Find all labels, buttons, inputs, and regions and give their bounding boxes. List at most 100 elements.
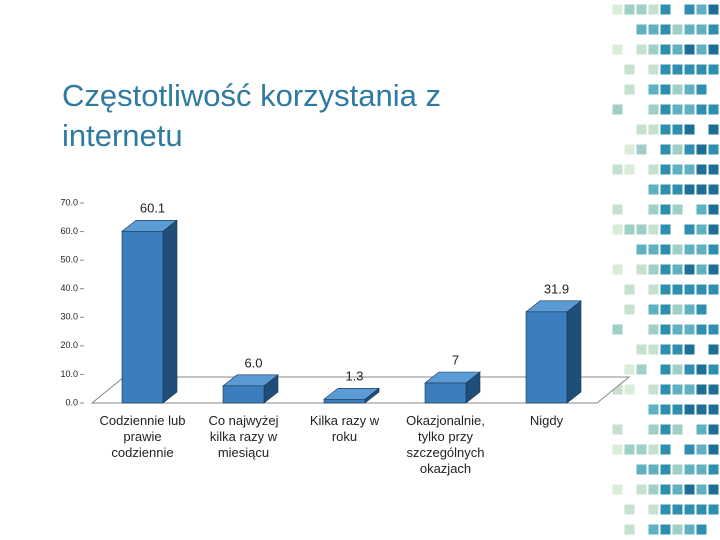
decor-square	[647, 203, 660, 216]
decor-square	[659, 103, 672, 116]
decor-square	[707, 403, 720, 416]
decor-square	[671, 303, 684, 316]
decor-square	[647, 123, 660, 136]
decor-square	[683, 443, 696, 456]
decor-square	[707, 23, 720, 36]
decor-square	[695, 303, 708, 316]
y-tick-label: 50.0	[60, 255, 78, 265]
decor-square	[695, 143, 708, 156]
decor-square	[659, 283, 672, 296]
decor-square	[707, 3, 720, 16]
decor-square	[671, 123, 684, 136]
decor-square	[635, 223, 648, 236]
decor-square	[683, 343, 696, 356]
y-tick-label: 0.0	[65, 397, 78, 407]
decor-square	[707, 103, 720, 116]
decor-square	[707, 63, 720, 76]
decor-square	[647, 23, 660, 36]
decor-square	[695, 83, 708, 96]
decor-square	[659, 143, 672, 156]
decor-square	[623, 83, 636, 96]
decor-square	[707, 463, 720, 476]
decor-square	[611, 43, 624, 56]
x-tick-label: Nigdy	[529, 413, 564, 428]
decor-square	[707, 123, 720, 136]
value-label: 31.9	[544, 281, 569, 296]
decor-square	[647, 403, 660, 416]
decor-square	[695, 243, 708, 256]
decor-square	[635, 443, 648, 456]
decor-square	[671, 483, 684, 496]
decor-square	[695, 403, 708, 416]
decor-square	[695, 203, 708, 216]
decor-square	[695, 43, 708, 56]
decor-square	[695, 443, 708, 456]
decor-square	[707, 363, 720, 376]
decor-square	[635, 483, 648, 496]
decor-square	[683, 103, 696, 116]
decor-square	[647, 3, 660, 16]
decor-square	[659, 363, 672, 376]
y-tick-label: 30.0	[60, 312, 78, 322]
decor-square	[695, 323, 708, 336]
decor-square	[623, 503, 636, 516]
bar	[323, 398, 366, 404]
decor-square	[695, 163, 708, 176]
decor-square	[683, 323, 696, 336]
decor-square	[647, 163, 660, 176]
decor-square	[647, 383, 660, 396]
decor-square	[683, 163, 696, 176]
value-label: 60.1	[140, 201, 165, 216]
decor-square	[707, 143, 720, 156]
decor-square	[659, 23, 672, 36]
decor-square	[659, 323, 672, 336]
decor-square	[683, 43, 696, 56]
decor-square	[707, 263, 720, 276]
bar-side	[566, 300, 582, 404]
decor-square	[635, 123, 648, 136]
decor-square	[671, 343, 684, 356]
decor-square	[659, 123, 672, 136]
decor-square	[611, 423, 624, 436]
decor-square	[647, 523, 660, 536]
decor-square	[635, 343, 648, 356]
decor-square	[695, 463, 708, 476]
decor-square	[671, 163, 684, 176]
bar	[525, 311, 568, 404]
value-label: 6.0	[244, 355, 262, 370]
decor-square	[611, 443, 624, 456]
decor-square	[683, 463, 696, 476]
decor-square	[707, 183, 720, 196]
decor-square	[611, 223, 624, 236]
decor-square	[647, 83, 660, 96]
decor-square	[695, 363, 708, 376]
decor-square	[671, 423, 684, 436]
decor-square	[707, 203, 720, 216]
decor-square	[707, 283, 720, 296]
decor-square	[611, 163, 624, 176]
bar	[222, 385, 265, 404]
decor-square	[611, 323, 624, 336]
decor-square	[683, 483, 696, 496]
decor-square	[695, 23, 708, 36]
decor-square	[683, 83, 696, 96]
decor-square	[647, 43, 660, 56]
decor-square	[683, 263, 696, 276]
decor-square	[683, 243, 696, 256]
decor-square	[671, 63, 684, 76]
decor-square	[671, 363, 684, 376]
decor-square	[623, 3, 636, 16]
decor-square	[623, 283, 636, 296]
decor-square	[647, 503, 660, 516]
decor-square	[647, 263, 660, 276]
decor-square	[695, 523, 708, 536]
decor-square	[623, 63, 636, 76]
decor-square	[659, 403, 672, 416]
decor-square	[671, 183, 684, 196]
bar	[121, 230, 164, 404]
decor-square	[659, 523, 672, 536]
decor-square	[671, 523, 684, 536]
decor-square	[647, 303, 660, 316]
